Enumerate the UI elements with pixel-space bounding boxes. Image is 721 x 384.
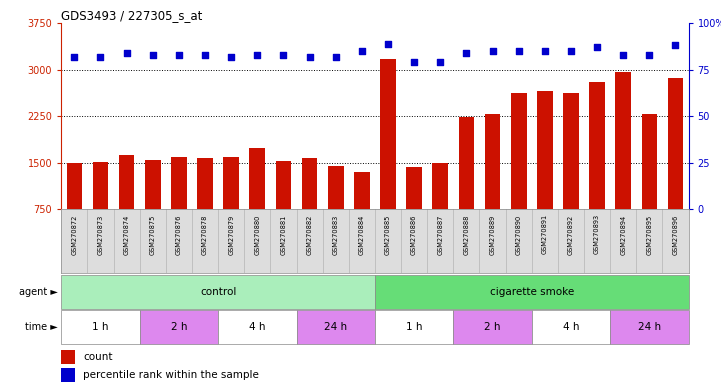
Bar [615,72,631,209]
Text: GSM270895: GSM270895 [646,214,653,255]
Bar [642,114,658,209]
Text: GSM270878: GSM270878 [202,214,208,255]
Bar [301,158,317,209]
Bar [92,162,108,209]
Bar [459,117,474,209]
Text: GSM270893: GSM270893 [594,214,600,255]
Bar [145,160,161,209]
Bar [218,310,296,344]
Text: GSM270874: GSM270874 [123,214,130,255]
Text: 24 h: 24 h [324,322,348,332]
Text: 4 h: 4 h [249,322,265,332]
Text: 2 h: 2 h [171,322,187,332]
Bar [119,155,134,209]
Bar [433,163,448,209]
Text: GSM270884: GSM270884 [359,214,365,255]
Text: GSM270872: GSM270872 [71,214,77,255]
Point [278,51,289,58]
Text: agent ►: agent ► [19,287,58,297]
Point [252,51,263,58]
Bar [224,157,239,209]
Text: 24 h: 24 h [638,322,661,332]
Bar [531,310,610,344]
Bar [275,162,291,209]
Text: GSM270887: GSM270887 [437,214,443,255]
Bar [407,167,422,209]
Text: GSM270873: GSM270873 [97,214,104,255]
Bar [563,93,579,209]
Text: GSM270889: GSM270889 [490,214,495,255]
Point [435,59,446,65]
Bar [375,275,689,309]
Point [591,44,603,50]
Text: GSM270879: GSM270879 [228,214,234,255]
Bar [485,114,500,209]
Point [68,53,80,60]
Point [382,40,394,46]
Bar [140,310,218,344]
Bar [66,163,82,209]
Point [408,59,420,65]
Bar [589,82,605,209]
Point [356,48,368,54]
Text: 1 h: 1 h [406,322,423,332]
Point [670,42,681,48]
Point [513,48,524,54]
Point [121,50,133,56]
Text: cigarette smoke: cigarette smoke [490,287,574,297]
Text: GSM270891: GSM270891 [541,214,548,255]
Bar [296,310,375,344]
Bar [61,368,75,382]
Text: GSM270875: GSM270875 [150,214,156,255]
Point [461,50,472,56]
Text: GSM270876: GSM270876 [176,214,182,255]
Text: GSM270883: GSM270883 [332,214,339,255]
Point [539,48,551,54]
Bar [380,59,396,209]
Bar [354,172,370,209]
Text: GSM270888: GSM270888 [464,214,469,255]
Point [199,51,211,58]
Text: time ►: time ► [25,322,58,332]
Point [173,51,185,58]
Text: GSM270890: GSM270890 [516,214,522,255]
Bar [198,158,213,209]
Point [487,48,498,54]
Point [304,53,315,60]
Text: GSM270881: GSM270881 [280,214,286,255]
Text: GSM270885: GSM270885 [385,214,391,255]
Text: GDS3493 / 227305_s_at: GDS3493 / 227305_s_at [61,9,203,22]
Bar [610,310,689,344]
Point [330,53,342,60]
Text: 4 h: 4 h [562,322,579,332]
Bar [328,166,343,209]
Text: GSM270896: GSM270896 [673,214,678,255]
Text: 2 h: 2 h [485,322,501,332]
Bar [171,157,187,209]
Text: control: control [200,287,236,297]
Bar [375,310,454,344]
Point [565,48,577,54]
Text: GSM270880: GSM270880 [255,214,260,255]
Point [147,51,159,58]
Text: GSM270892: GSM270892 [568,214,574,255]
Bar [510,93,526,209]
Point [617,51,629,58]
Bar [61,310,140,344]
Bar [537,91,553,209]
Text: GSM270894: GSM270894 [620,214,627,255]
Bar [249,149,265,209]
Bar [61,350,75,364]
Bar [668,78,684,209]
Point [226,53,237,60]
Text: count: count [83,352,112,362]
Bar [454,310,531,344]
Text: percentile rank within the sample: percentile rank within the sample [83,370,259,380]
Point [644,51,655,58]
Bar [61,275,375,309]
Point [94,53,106,60]
Text: GSM270886: GSM270886 [411,214,417,255]
Text: GSM270882: GSM270882 [306,214,313,255]
Text: 1 h: 1 h [92,322,109,332]
